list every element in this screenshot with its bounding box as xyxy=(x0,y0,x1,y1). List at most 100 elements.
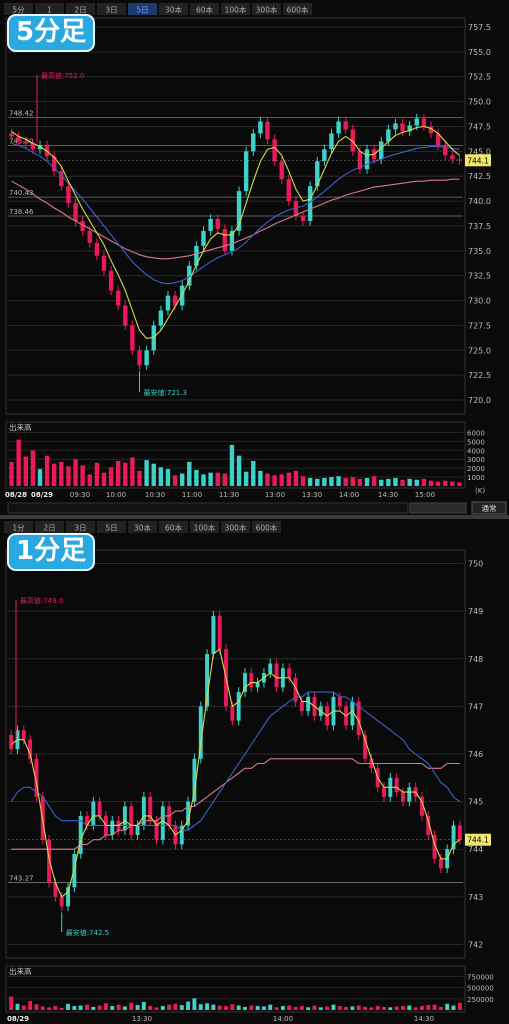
candle-body xyxy=(357,151,363,170)
y-tick-label: 742 xyxy=(468,940,483,949)
price-tag-box xyxy=(465,833,491,846)
volume-bar xyxy=(457,482,462,486)
volume-bar xyxy=(215,472,220,486)
tab-1[interactable] xyxy=(35,3,64,15)
volume-bar xyxy=(186,1001,191,1010)
candle-body xyxy=(450,155,455,160)
candle-body xyxy=(97,801,102,816)
candle-body xyxy=(451,825,456,850)
candle-body xyxy=(426,815,431,835)
ma-short-line xyxy=(10,648,461,898)
tab-2[interactable] xyxy=(66,3,95,15)
volume-bar xyxy=(72,1005,77,1010)
scroll-thumb[interactable] xyxy=(409,502,467,514)
tab-4[interactable] xyxy=(128,3,157,15)
tab-0[interactable] xyxy=(4,521,33,533)
x-tick-label: 08/29 xyxy=(7,1015,29,1023)
volume-bar xyxy=(108,467,114,486)
tab-3[interactable] xyxy=(97,3,126,15)
volume-bar xyxy=(371,476,377,486)
tab-1[interactable] xyxy=(35,521,64,533)
volume-bar xyxy=(148,1005,153,1010)
candle-body xyxy=(172,295,178,306)
volume-bar xyxy=(23,456,28,486)
x-tick-label: 14:00 xyxy=(273,1015,293,1023)
candle-body xyxy=(130,325,135,351)
tab-9[interactable] xyxy=(283,3,312,15)
tab-label: 2日 xyxy=(74,6,86,15)
tab-5[interactable] xyxy=(159,3,188,15)
volume-bar xyxy=(222,473,228,486)
volume-bar xyxy=(382,1006,386,1010)
tab-4[interactable] xyxy=(128,521,157,533)
candle-body xyxy=(230,706,235,721)
low-label: 最安値:721.3 xyxy=(144,388,187,397)
volume-bar xyxy=(66,466,71,486)
tab-label: 3日 xyxy=(74,524,86,533)
tab-7[interactable] xyxy=(221,3,250,15)
price-tag-box xyxy=(465,154,491,167)
x-tick-label: 08/28 xyxy=(5,491,27,499)
volume-bar xyxy=(73,459,78,486)
candle-body xyxy=(258,121,263,134)
volume-bar xyxy=(16,439,21,486)
tab-6[interactable] xyxy=(190,521,219,533)
tab-3[interactable] xyxy=(97,521,126,533)
tab-6[interactable] xyxy=(190,3,219,15)
volume-bar xyxy=(337,1005,342,1010)
y-tick-label: 744 xyxy=(468,845,483,854)
volume-bar xyxy=(438,1006,443,1010)
candle-body xyxy=(407,125,412,132)
tab-label: 600本 xyxy=(287,5,309,15)
candle-body xyxy=(382,787,386,797)
tab-label: 1分 xyxy=(12,524,25,533)
volume-label: 出来高 xyxy=(9,422,32,432)
volume-bar xyxy=(357,478,363,486)
candle-body xyxy=(457,825,462,840)
candle-body xyxy=(222,228,228,251)
volume-frame xyxy=(5,965,466,1013)
volume-bar xyxy=(268,1004,273,1010)
volume-bar xyxy=(167,1004,172,1010)
volume-bar xyxy=(443,480,448,486)
price-frame xyxy=(5,17,466,415)
volume-bar xyxy=(135,1005,140,1010)
volume-bar xyxy=(230,1004,235,1010)
volume-bar xyxy=(413,1007,418,1010)
candle-body xyxy=(194,245,199,266)
tab-8[interactable] xyxy=(252,521,281,533)
volume-bar xyxy=(201,474,206,486)
tab-0[interactable] xyxy=(4,3,33,15)
tab-2[interactable] xyxy=(66,521,95,533)
scroll-strip[interactable] xyxy=(7,502,409,514)
candle-body xyxy=(229,230,235,251)
x-tick-label: 14:30 xyxy=(414,1015,434,1023)
volume-bar xyxy=(421,478,427,486)
volume-bar xyxy=(141,1001,146,1010)
tab-8[interactable] xyxy=(252,3,281,15)
candle-body xyxy=(438,858,443,869)
candle-body xyxy=(419,796,424,816)
volume-bar xyxy=(9,461,14,486)
candle-body xyxy=(379,141,384,160)
volume-bar xyxy=(211,1004,216,1010)
ref-label: 743.27 xyxy=(9,875,34,883)
volume-bar xyxy=(165,469,171,486)
candle-body xyxy=(66,887,70,907)
tab-7[interactable] xyxy=(221,521,250,533)
candle-body xyxy=(158,310,164,326)
volume-bar xyxy=(85,1004,89,1010)
panel-title-5min: 5分足 xyxy=(7,14,96,52)
candle-body xyxy=(16,136,21,142)
volume-bar xyxy=(293,470,299,486)
tab-5[interactable] xyxy=(159,521,188,533)
mode-button[interactable] xyxy=(471,501,507,515)
volume-bar xyxy=(94,462,100,486)
volume-bar xyxy=(97,1005,102,1010)
candle-body xyxy=(208,218,213,231)
tab-label: 600本 xyxy=(256,523,278,533)
tab-label: 300本 xyxy=(256,5,278,15)
volume-bar xyxy=(279,474,284,486)
volume-bar xyxy=(15,1003,20,1010)
candle-body xyxy=(115,290,121,306)
